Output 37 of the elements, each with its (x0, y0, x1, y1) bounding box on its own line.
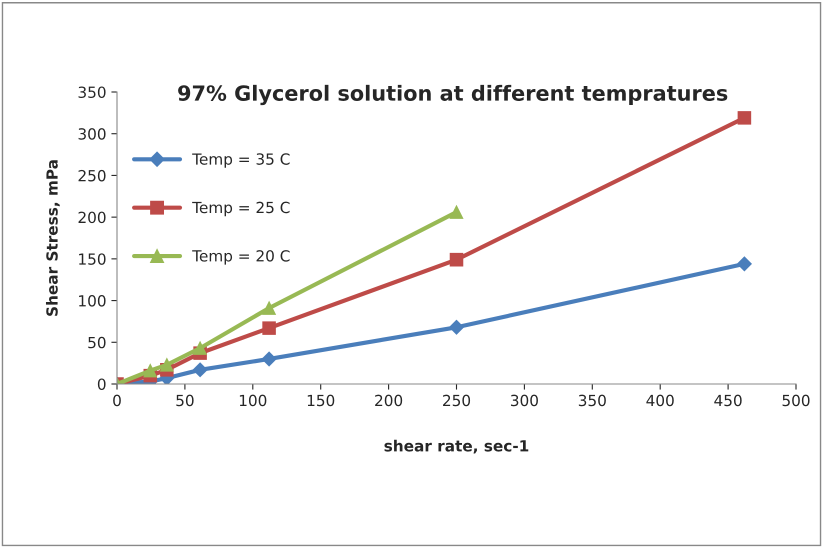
x-tick-label: 150 (308, 394, 334, 406)
point (450, 252, 464, 266)
x-tick-label: 50 (176, 394, 194, 406)
point (262, 301, 276, 315)
legend-label: Temp = 35 C (192, 153, 290, 168)
x-tick-label: 100 (240, 394, 266, 406)
y-tick-label: 50 (88, 336, 106, 348)
point (738, 111, 752, 125)
y-axis-title: Shear Stress, mPa (46, 160, 60, 316)
x-tick-label: 450 (714, 394, 742, 406)
point (262, 352, 276, 366)
legend-label: Temp = 20 C (192, 250, 290, 265)
y-tick-label: 200 (78, 212, 106, 224)
y-tick-label: 250 (78, 170, 106, 182)
point (144, 364, 158, 378)
y-tick-label: 0 (98, 378, 106, 390)
point (737, 256, 752, 272)
point (192, 362, 208, 378)
point (450, 205, 464, 219)
x-tick-label: 350 (578, 394, 606, 406)
x-tick-label: 250 (443, 394, 470, 406)
y-tick-label: 100 (79, 295, 106, 307)
point (449, 320, 464, 335)
x-tick-label: 0 (113, 394, 121, 406)
point (262, 321, 276, 335)
y-tick-label: 150 (79, 253, 106, 265)
y-tick-label: 300 (78, 128, 106, 140)
x-tick-label: 200 (375, 394, 402, 406)
x-tick-label: 500 (782, 394, 810, 406)
y-tick-label: 350 (78, 86, 106, 98)
point (193, 341, 207, 355)
point (160, 358, 174, 372)
chart-title: 97% Glycerol solution at different tempratures (178, 84, 728, 106)
x-tick-label: 300 (510, 394, 538, 406)
x-tick-label: 400 (646, 394, 674, 406)
x-axis-title: shear rate, sec-1 (384, 440, 528, 454)
legend-label: Temp = 25 C (192, 202, 290, 216)
